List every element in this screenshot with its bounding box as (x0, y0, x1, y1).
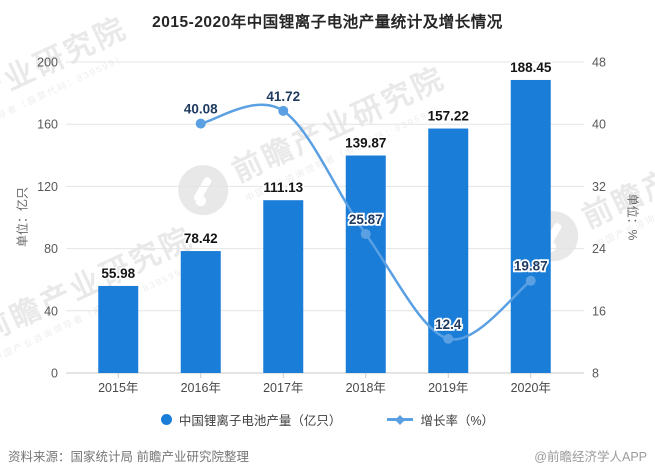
bar-value-label: 55.98 (101, 266, 135, 281)
bar-value-label: 78.42 (184, 231, 218, 246)
legend-item-production: 中国锂离子电池产量（亿只） (160, 410, 342, 429)
x-axis-category-label: 2017年 (263, 381, 303, 395)
footer: 资料来源：国家统计局 前瞻产业研究院整理 @前瞻经济学人APP (0, 446, 655, 465)
bar-series-marker-icon (160, 414, 172, 425)
x-axis-category-label: 2015年 (98, 381, 138, 395)
bar-2015年 (98, 285, 139, 373)
x-axis-category-label: 2016年 (181, 381, 221, 395)
bar-value-label: 139.87 (345, 136, 386, 151)
legend: 中国锂离子电池产量（亿只） 增长率（%） (0, 410, 655, 429)
x-axis-category-label: 2020年 (511, 381, 551, 395)
right-axis-tick-label: 40 (592, 118, 606, 132)
line-point-marker (195, 118, 206, 129)
bar-2016年 (180, 251, 221, 373)
legend-item-growth-rate: 增长率（%） (387, 410, 494, 429)
left-axis-tick-label: 160 (37, 118, 58, 132)
line-value-label: 12.4 (435, 317, 462, 332)
credit-text: @前瞻经济学人APP (534, 450, 647, 464)
legend-label-production: 中国锂离子电池产量（亿只） (178, 414, 342, 428)
bar-2020年 (510, 79, 551, 373)
left-axis-unit-label: 单位：亿只 (15, 186, 30, 248)
left-axis-tick-label: 80 (44, 242, 58, 256)
left-axis-tick-label: 0 (51, 367, 58, 381)
line-value-label: 19.87 (514, 259, 548, 274)
bar-2018年 (345, 155, 386, 373)
line-point-marker (278, 105, 289, 116)
bar-value-label: 157.22 (428, 109, 469, 124)
line-series-marker-icon (387, 414, 414, 425)
left-axis-tick-label: 120 (37, 180, 58, 194)
line-point-marker (525, 275, 536, 286)
data-source-text: 资料来源：国家统计局 前瞻产业研究院整理 (8, 450, 249, 464)
bar-2017年 (263, 200, 304, 373)
right-axis-unit-label: 单位：% (625, 193, 640, 241)
right-axis-tick-label: 8 (592, 367, 599, 381)
left-axis-tick-label: 200 (37, 56, 58, 70)
line-value-label: 41.72 (266, 89, 300, 104)
right-axis-tick-label: 16 (592, 304, 606, 318)
right-axis-tick-label: 48 (592, 56, 606, 70)
x-axis-category-label: 2019年 (428, 381, 468, 395)
bar-value-label: 188.45 (510, 60, 552, 75)
line-value-label: 40.08 (184, 102, 218, 117)
bar-value-label: 111.13 (263, 180, 303, 195)
line-point-marker (360, 229, 371, 240)
legend-label-growth-rate: 增长率（%） (420, 414, 495, 428)
chart-title: 2015-2020年中国锂离子电池产量统计及增长情况 (152, 14, 503, 31)
line-point-marker (443, 333, 454, 344)
x-axis-category-label: 2018年 (346, 381, 386, 395)
line-value-label: 25.87 (349, 212, 383, 227)
right-axis-tick-label: 24 (592, 242, 606, 256)
right-axis-tick-label: 32 (592, 180, 606, 194)
left-axis-tick-label: 40 (44, 304, 58, 318)
